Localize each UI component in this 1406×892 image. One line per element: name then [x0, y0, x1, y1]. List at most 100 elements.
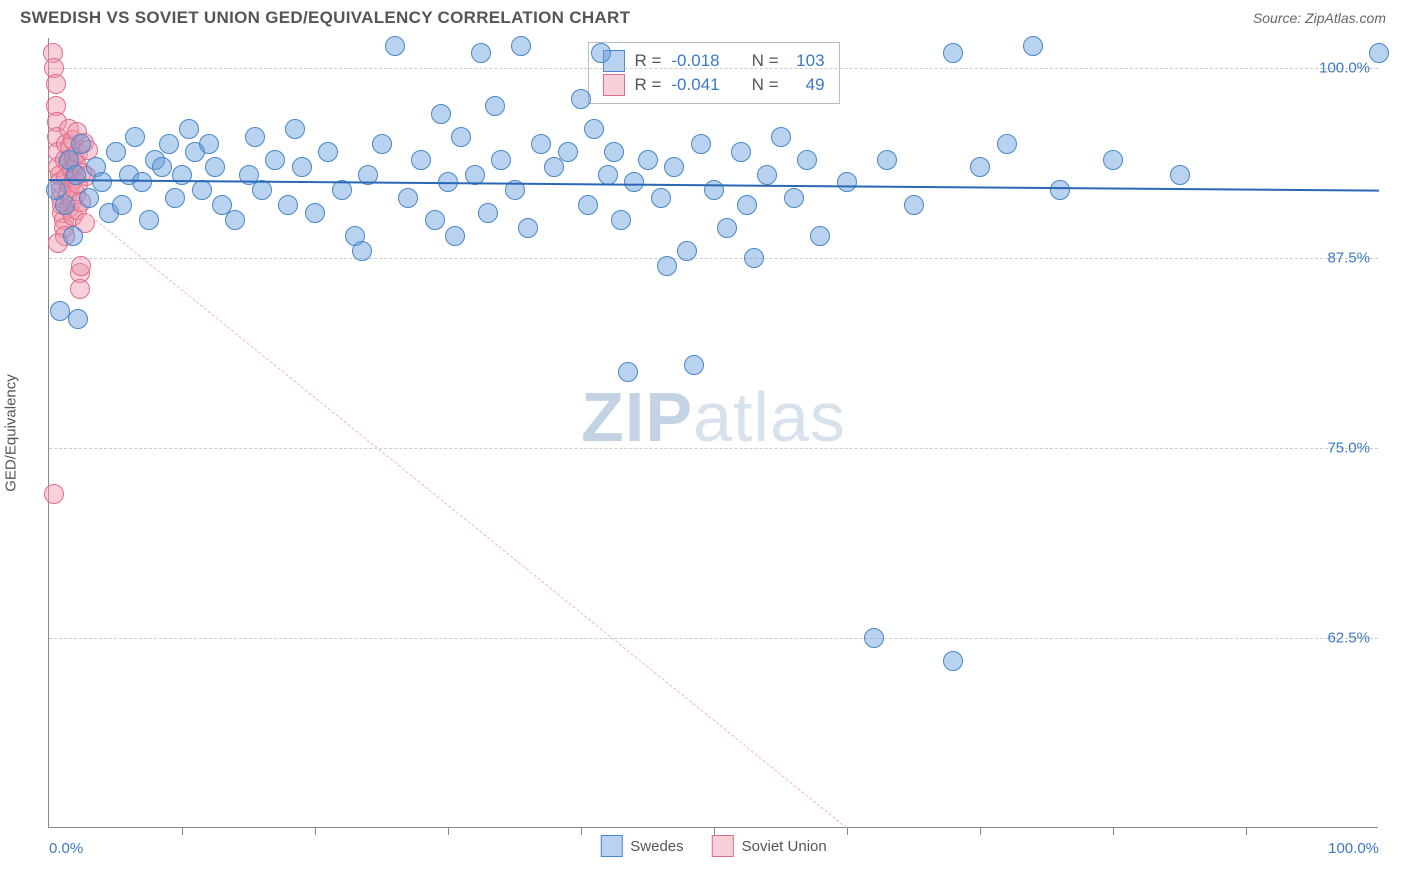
scatter-point — [731, 142, 751, 162]
legend-label: Soviet Union — [742, 838, 827, 855]
scatter-point — [997, 134, 1017, 154]
scatter-point — [352, 241, 372, 261]
y-tick-label: 62.5% — [1327, 630, 1370, 647]
scatter-point — [305, 203, 325, 223]
scatter-point — [598, 165, 618, 185]
scatter-point — [584, 119, 604, 139]
legend-swatch — [600, 835, 622, 857]
legend-swatch — [602, 74, 624, 96]
x-tick — [581, 827, 582, 835]
scatter-point — [55, 195, 75, 215]
legend-label: Swedes — [630, 838, 683, 855]
scatter-point — [970, 157, 990, 177]
watermark: ZIPatlas — [581, 377, 846, 457]
scatter-point — [152, 157, 172, 177]
scatter-point — [691, 134, 711, 154]
scatter-point — [44, 484, 64, 504]
scatter-point — [112, 195, 132, 215]
scatter-point — [265, 150, 285, 170]
scatter-point — [431, 104, 451, 124]
scatter-point — [578, 195, 598, 215]
scatter-point — [398, 188, 418, 208]
scatter-point — [50, 301, 70, 321]
scatter-point — [70, 279, 90, 299]
watermark-part2: atlas — [693, 378, 846, 456]
scatter-point — [199, 134, 219, 154]
x-tick — [182, 827, 183, 835]
scatter-point — [245, 127, 265, 147]
scatter-point — [810, 226, 830, 246]
scatter-point — [1050, 180, 1070, 200]
legend-swatch — [712, 835, 734, 857]
trend-line — [49, 182, 848, 828]
scatter-point — [618, 362, 638, 382]
scatter-point — [485, 96, 505, 116]
stat-n-label: N = — [752, 49, 779, 73]
stat-n-value: 49 — [789, 73, 825, 97]
scatter-point — [385, 36, 405, 56]
scatter-point — [372, 134, 392, 154]
scatter-point — [837, 172, 857, 192]
scatter-point — [225, 210, 245, 230]
scatter-point — [252, 180, 272, 200]
scatter-point — [638, 150, 658, 170]
scatter-point — [63, 226, 83, 246]
scatter-point — [591, 43, 611, 63]
y-tick-label: 100.0% — [1319, 60, 1370, 77]
scatter-point — [664, 157, 684, 177]
scatter-point — [864, 628, 884, 648]
scatter-point — [624, 172, 644, 192]
scatter-point — [445, 226, 465, 246]
gridline — [49, 448, 1378, 449]
scatter-point — [704, 180, 724, 200]
scatter-point — [677, 241, 697, 261]
scatter-point — [943, 651, 963, 671]
scatter-point — [1369, 43, 1389, 63]
scatter-point — [192, 180, 212, 200]
x-tick — [714, 827, 715, 835]
y-axis-label: GED/Equivalency — [3, 374, 20, 492]
stat-r-label: R = — [634, 49, 661, 73]
x-tick — [847, 827, 848, 835]
x-tick — [1246, 827, 1247, 835]
scatter-point — [179, 119, 199, 139]
chart-source: Source: ZipAtlas.com — [1253, 10, 1386, 26]
scatter-point — [411, 150, 431, 170]
scatter-point — [285, 119, 305, 139]
scatter-point — [106, 142, 126, 162]
scatter-point — [278, 195, 298, 215]
scatter-point — [904, 195, 924, 215]
scatter-point — [518, 218, 538, 238]
scatter-point — [165, 188, 185, 208]
scatter-point — [92, 172, 112, 192]
scatter-point — [744, 248, 764, 268]
scatter-point — [139, 210, 159, 230]
chart-title: SWEDISH VS SOVIET UNION GED/EQUIVALENCY … — [20, 8, 630, 28]
gridline — [49, 68, 1378, 69]
scatter-point — [611, 210, 631, 230]
scatter-point — [558, 142, 578, 162]
stat-r-label: R = — [634, 73, 661, 97]
watermark-part1: ZIP — [581, 378, 693, 456]
scatter-point — [471, 43, 491, 63]
legend-item: Soviet Union — [712, 835, 827, 857]
x-tick — [980, 827, 981, 835]
scatter-point — [657, 256, 677, 276]
x-tick-label: 0.0% — [49, 840, 83, 857]
scatter-point — [943, 43, 963, 63]
stats-legend-row: R =-0.018N =103 — [602, 49, 824, 73]
scatter-point — [717, 218, 737, 238]
scatter-point — [531, 134, 551, 154]
scatter-point — [478, 203, 498, 223]
scatter-point — [68, 309, 88, 329]
stats-legend-row: R =-0.041N =49 — [602, 73, 824, 97]
stat-r-value: -0.018 — [671, 49, 719, 73]
scatter-point — [571, 89, 591, 109]
scatter-point — [1103, 150, 1123, 170]
scatter-point — [71, 256, 91, 276]
scatter-point — [651, 188, 671, 208]
scatter-point — [425, 210, 445, 230]
scatter-point — [877, 150, 897, 170]
scatter-point — [797, 150, 817, 170]
scatter-point — [46, 74, 66, 94]
